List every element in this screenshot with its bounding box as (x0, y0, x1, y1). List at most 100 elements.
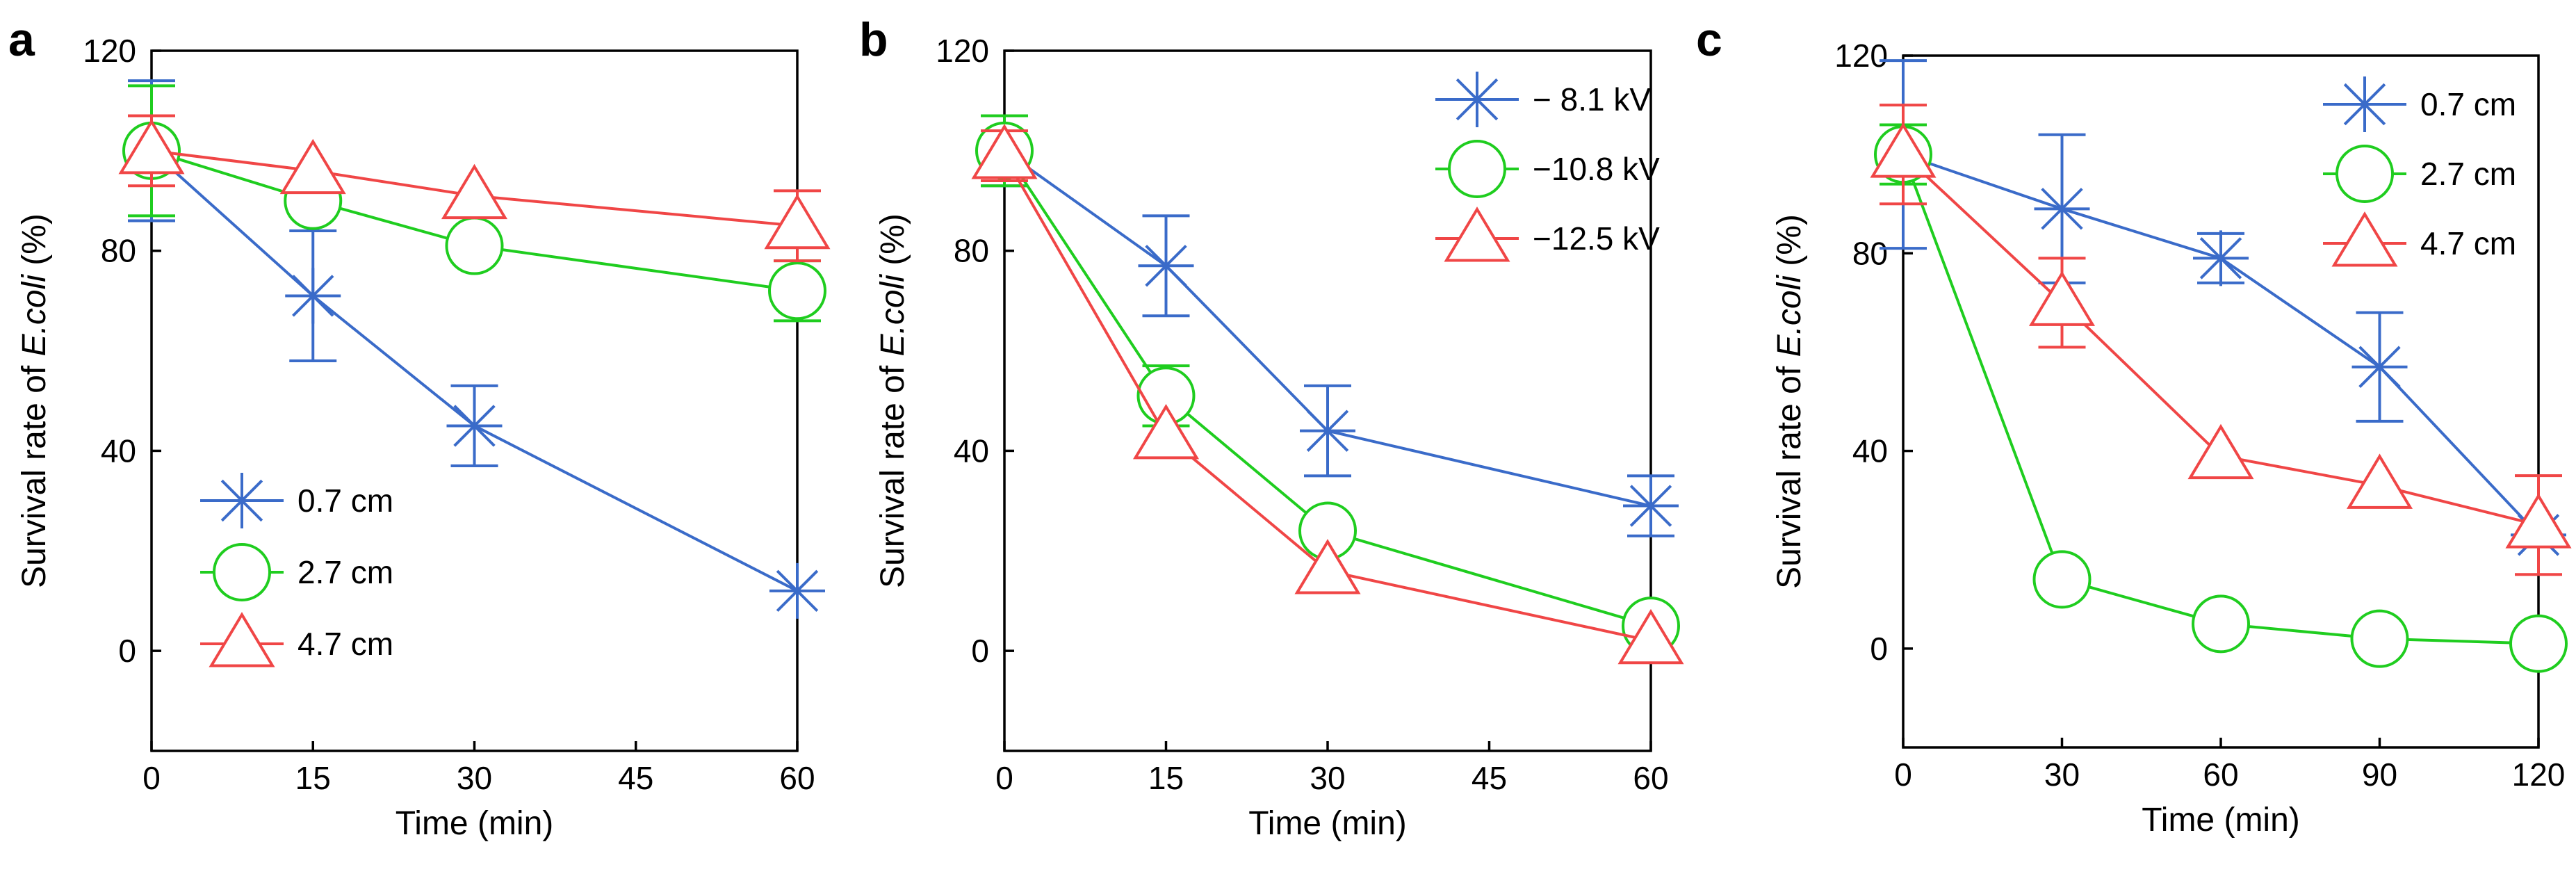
legend-item: 0.7 cm (200, 473, 393, 528)
y-tick-label: 40 (1852, 433, 1888, 469)
legend-marker (2337, 76, 2392, 132)
data-point (2346, 453, 2413, 509)
legend-item: 2.7 cm (2323, 145, 2516, 203)
series-line (151, 149, 798, 227)
legend-marker (213, 543, 271, 601)
legend-marker (214, 473, 270, 528)
legend-marker (1448, 140, 1506, 198)
data-point (1132, 403, 1200, 460)
panel-letter: c (1696, 13, 1722, 66)
y-axis-label-prefix: Survival rate of (16, 356, 53, 588)
y-axis-label-italic: E.coli (16, 274, 53, 357)
legend-label: 2.7 cm (297, 554, 393, 590)
data-point (285, 268, 341, 324)
data-point (2032, 550, 2092, 609)
data-point (441, 163, 508, 220)
x-tick-label: 30 (2044, 756, 2080, 793)
panel-letter: a (8, 13, 35, 66)
y-axis-label: Survival rate of E.coli (%) (874, 213, 911, 588)
data-point (768, 261, 826, 321)
data-point (1623, 478, 1679, 534)
series-1 (1874, 123, 2568, 673)
legend-marker (1449, 72, 1505, 127)
y-tick-label: 0 (1870, 631, 1888, 667)
x-tick-label: 45 (1472, 760, 1507, 796)
legend-label: 4.7 cm (2420, 225, 2516, 261)
series-2 (971, 124, 1684, 665)
data-point (279, 138, 346, 195)
y-axis-label-italic: E.coli (874, 274, 911, 357)
y-axis-label: Survival rate of E.coli (%) (16, 213, 53, 588)
x-tick-label: 15 (295, 760, 331, 796)
panel-letter: b (859, 13, 888, 66)
legend-marker (209, 612, 275, 667)
y-tick-label: 0 (971, 633, 989, 669)
data-point (1870, 122, 1937, 178)
legend-item: − 8.1 kV (1435, 72, 1651, 127)
legend-item: 4.7 cm (2323, 211, 2516, 267)
y-axis-label-suffix: (%) (16, 213, 53, 275)
y-tick-label: 120 (936, 33, 989, 69)
legend-item: 2.7 cm (200, 543, 393, 601)
x-axis-label: Time (min) (396, 805, 554, 842)
data-point (1300, 403, 1355, 459)
x-tick-label: 0 (1894, 756, 1912, 793)
y-tick-label: 80 (1852, 235, 1888, 271)
y-axis-label-suffix: (%) (1771, 214, 1808, 275)
data-point (445, 216, 504, 275)
x-tick-label: 120 (2512, 756, 2566, 793)
x-tick-label: 60 (2203, 756, 2238, 793)
data-point (1294, 539, 1361, 594)
y-tick-label: 80 (101, 233, 136, 269)
legend-marker (1444, 206, 1510, 262)
chart-panel-c: c 0 30 60 90 120 0 40 80 120 Time (min) Survival ra… (1696, 13, 2572, 839)
legend-label: −12.5 kV (1533, 220, 1660, 257)
legend-marker (2331, 211, 2398, 267)
legend-label: 2.7 cm (2420, 156, 2516, 192)
x-tick-label: 30 (457, 760, 492, 796)
y-axis-label-prefix: Survival rate of (1771, 357, 1808, 588)
series-2 (118, 114, 831, 263)
legend-label: −10.8 kV (1533, 151, 1660, 187)
y-axis-label-italic: E.coli (1771, 275, 1808, 357)
y-tick-label: 40 (101, 432, 136, 469)
data-point (1138, 238, 1194, 294)
legend-label: − 8.1 kV (1533, 81, 1651, 118)
series-line (151, 149, 798, 293)
data-point (769, 562, 825, 619)
data-point (2505, 493, 2572, 549)
x-tick-label: 15 (1148, 760, 1184, 796)
y-axis-label: Survival rate of E.coli (%) (1771, 214, 1808, 589)
x-axis-label: Time (min) (1248, 805, 1407, 842)
data-point (2192, 594, 2250, 654)
y-tick-label: 0 (118, 633, 136, 669)
legend-item: 0.7 cm (2323, 76, 2516, 132)
legend-label: 4.7 cm (297, 626, 393, 662)
x-tick-label: 0 (995, 760, 1013, 796)
series-line (1003, 149, 1652, 628)
legend: − 8.1 kV −10.8 kV −12.5 kV (1435, 72, 1660, 262)
legend-label: 0.7 cm (297, 483, 393, 519)
data-point (764, 193, 831, 250)
data-point (118, 118, 185, 175)
y-axis-label-suffix: (%) (874, 213, 911, 275)
series-line (1003, 155, 1652, 642)
series-line (1003, 149, 1652, 508)
data-point (2351, 339, 2408, 395)
chart-panel-b: b 0 15 30 45 60 0 40 80 120 Time (min) Survival rat… (859, 13, 1684, 842)
chart-panel-a: a 0 15 30 45 60 0 40 80 120 Time (min) Survival rat… (8, 13, 831, 842)
legend-marker (2335, 145, 2394, 203)
data-point (2034, 181, 2090, 237)
data-point (2350, 609, 2409, 668)
y-tick-label: 80 (954, 233, 989, 269)
series-0 (1875, 59, 2566, 563)
x-tick-label: 45 (618, 760, 653, 796)
x-tick-label: 0 (142, 760, 161, 796)
data-point (446, 398, 503, 454)
series-0 (124, 79, 825, 619)
legend-label: 0.7 cm (2420, 86, 2516, 122)
y-tick-label: 40 (954, 432, 989, 469)
data-point (1617, 608, 1684, 665)
series-2 (1870, 104, 2572, 576)
